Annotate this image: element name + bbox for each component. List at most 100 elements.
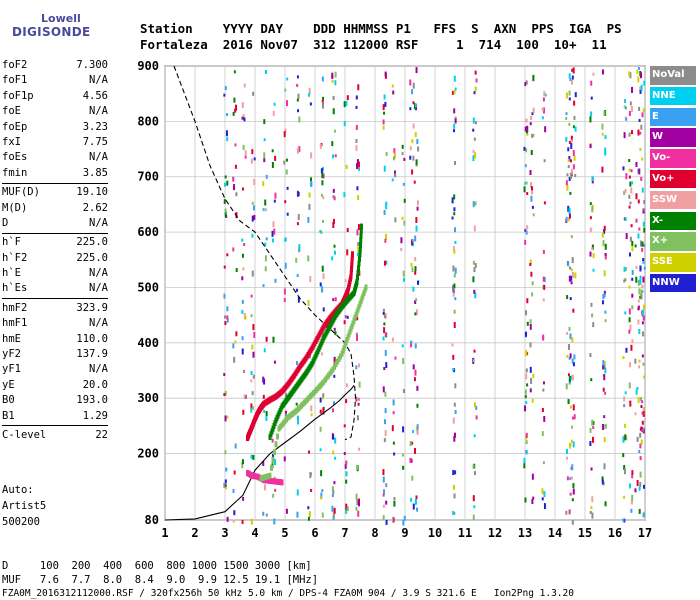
echo-dot <box>273 199 276 203</box>
echo-dot <box>355 396 358 402</box>
echo-dot <box>414 312 417 316</box>
echo-dot <box>451 216 454 220</box>
echo-dot <box>333 250 336 255</box>
echo-dot <box>641 354 644 358</box>
echo-dot <box>250 314 253 318</box>
echo-dot <box>602 240 605 247</box>
echo-dot <box>629 400 632 407</box>
echo-dot <box>570 268 573 272</box>
echo-dot <box>453 249 456 254</box>
echo-dot <box>602 387 605 392</box>
echo-dot <box>403 157 406 161</box>
echo-dot <box>283 288 286 295</box>
echo-dot <box>346 506 349 512</box>
param-value: 4.56 <box>82 89 108 102</box>
echo-dot <box>638 359 641 363</box>
param-name: hmF1 <box>2 317 28 330</box>
legend-item-nnw: NNW <box>650 273 696 293</box>
echo-dot <box>271 161 274 168</box>
echo-dot <box>262 376 265 383</box>
echo-dot <box>571 498 574 502</box>
echo-dot <box>392 441 395 445</box>
echo-dot <box>567 147 570 152</box>
polarization-legend: NoVal NNE E W Vo- Vo+ SSW X- X+ SSE NNW <box>650 66 696 295</box>
echo-dot <box>232 247 235 252</box>
echo-dot <box>320 286 323 290</box>
param-name: yF1 <box>2 363 21 376</box>
echo-dot <box>629 252 632 257</box>
echo-dot <box>307 299 310 306</box>
echo-dot <box>568 266 571 270</box>
echo-dot <box>251 215 254 222</box>
echo-dot <box>631 470 634 476</box>
echo-dot <box>415 67 418 74</box>
echo-dot <box>566 173 569 177</box>
echo-dot <box>589 353 592 358</box>
echo-dot <box>414 103 417 108</box>
echo-dot <box>454 410 457 415</box>
echo-dot <box>243 83 246 88</box>
echo-dot <box>263 158 266 163</box>
echo-dot <box>357 500 360 507</box>
echo-dot <box>592 421 595 426</box>
echo-dot <box>385 233 388 240</box>
echo-dot <box>453 322 456 329</box>
echo-dot <box>628 317 631 323</box>
echo-dot <box>531 188 534 195</box>
echo-dot <box>234 443 237 449</box>
echo-dot <box>603 364 606 369</box>
x-tick-label: 4 <box>251 526 258 540</box>
echo-dot <box>383 315 386 319</box>
param-row: yF1 N/A <box>2 362 108 377</box>
echo-dot <box>529 323 532 330</box>
echo-dot <box>573 155 576 161</box>
echo-dot <box>635 265 638 269</box>
echo-dot <box>472 149 475 153</box>
echo-dot <box>622 166 625 171</box>
echo-dot <box>309 177 312 182</box>
echo-dot <box>473 289 476 294</box>
echo-dot <box>472 155 475 162</box>
echo-dot <box>604 310 607 314</box>
echo-dot <box>242 114 245 118</box>
echo-dot <box>332 434 335 440</box>
echo-dot <box>589 441 592 447</box>
echo-dot <box>309 276 312 283</box>
echo-dot <box>253 331 256 338</box>
echo-dot <box>591 512 594 519</box>
echo-dot <box>346 249 349 256</box>
echo-dot <box>591 244 594 250</box>
echo-dot <box>224 86 227 91</box>
echo-dot <box>568 97 571 101</box>
x-tick-label: 14 <box>548 526 562 540</box>
echo-dot <box>319 448 322 452</box>
echo-dot <box>358 363 361 368</box>
echo-dot <box>475 415 478 420</box>
echo-dot <box>416 139 419 145</box>
scaled-parameters-panel: foF2 7.300 foF1 N/A foF1p 4.56 foE N/A foEp 3.23 f… <box>2 58 108 443</box>
param-name: h`F2 <box>2 251 28 264</box>
echo-dot <box>454 383 457 389</box>
echo-dot <box>641 241 644 247</box>
echo-dot <box>385 201 388 205</box>
echo-dot <box>569 353 572 359</box>
echo-dot <box>571 439 574 443</box>
echo-dot <box>542 388 545 392</box>
echo-dot <box>410 497 413 502</box>
echo-dot <box>565 510 568 515</box>
echo-dot <box>643 304 646 310</box>
echo-dot <box>452 484 455 490</box>
echo-dot <box>452 470 455 476</box>
echo-dot <box>251 270 254 277</box>
echo-dot <box>403 220 406 226</box>
echo-dot <box>631 277 634 281</box>
echo-dot <box>233 184 236 191</box>
echo-dot <box>526 125 529 132</box>
echo-dot <box>402 270 405 277</box>
echo-dot <box>590 506 593 510</box>
echo-dot <box>412 364 415 370</box>
echo-dot <box>265 513 268 517</box>
param-name: foEs <box>2 151 28 164</box>
echo-dot <box>530 149 533 155</box>
echo-dot <box>242 409 245 415</box>
